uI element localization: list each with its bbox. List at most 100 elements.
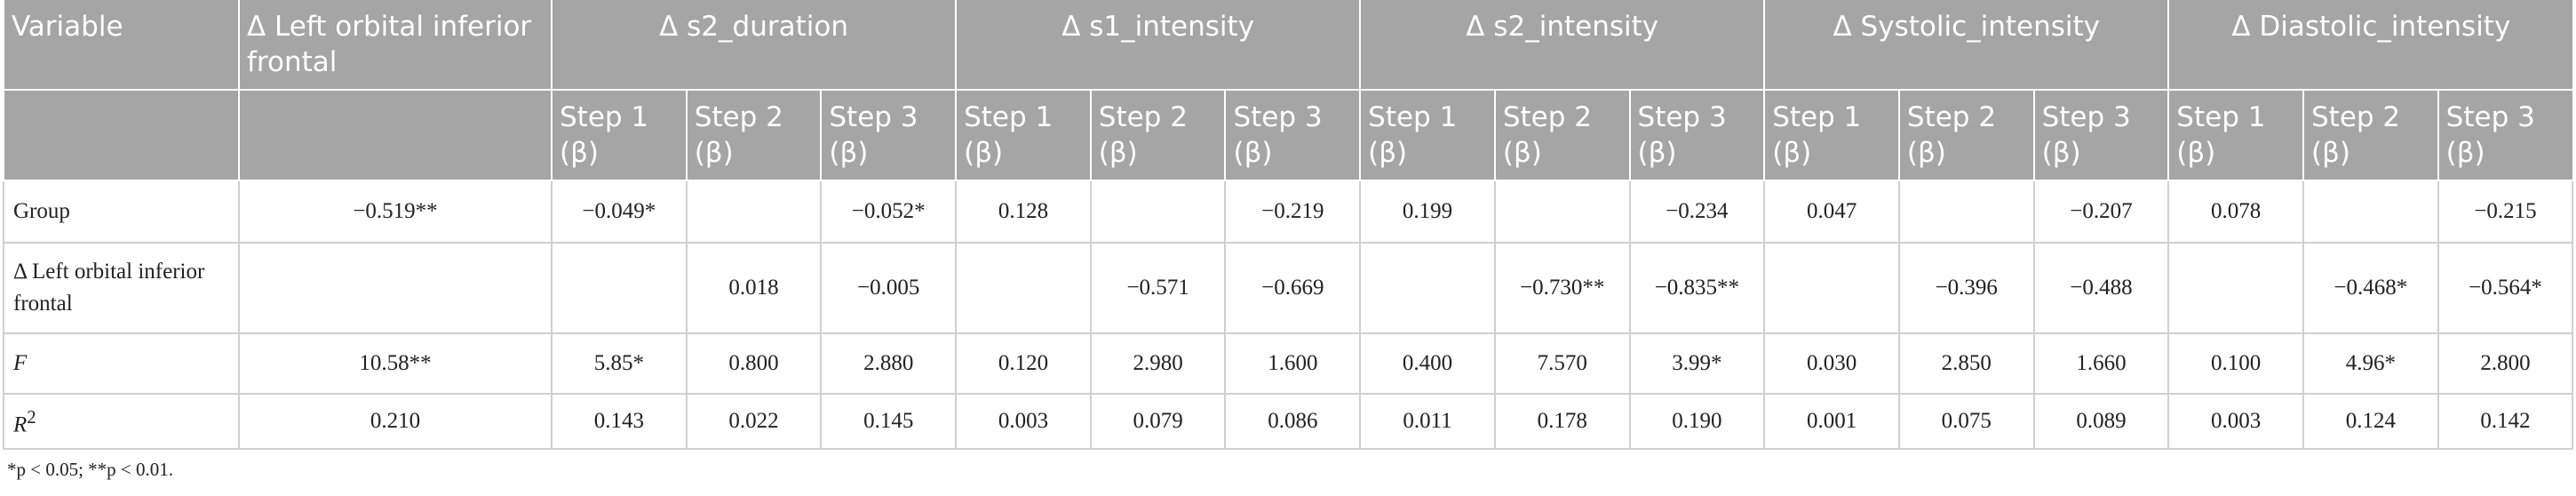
- cell: −0.488: [2032, 242, 2170, 334]
- table-row: Δ Left orbital inferior frontal 0.018 −0.0…: [3, 242, 2574, 334]
- step-header: Step 3 (β): [820, 90, 957, 181]
- cell: [551, 242, 688, 334]
- header-cell: Variable: [3, 0, 239, 91]
- step-header: Step 2 (β): [1089, 90, 1226, 181]
- step-header: Step 3 (β): [2032, 90, 2169, 181]
- cell: 0.018: [685, 242, 823, 334]
- cell: [1493, 180, 1631, 244]
- header-cell: Δ Systolic_intensity: [1763, 0, 2169, 91]
- cell: 0.128: [955, 180, 1092, 244]
- step-header: Step 1 (β): [955, 90, 1091, 181]
- footnote: *p < 0.05; **p < 0.01.: [7, 459, 174, 480]
- cell: [2167, 242, 2304, 334]
- step-header: Step 3 (β): [1628, 90, 1765, 181]
- row-label-text: F: [13, 351, 28, 375]
- cell: 0.199: [1359, 180, 1496, 244]
- step-header: Step 3 (β): [1224, 90, 1361, 181]
- cell: 0.003: [2167, 393, 2304, 450]
- cell: 0.047: [1763, 180, 1900, 244]
- step-header: Step 2 (β): [685, 90, 822, 181]
- cell: −0.835**: [1628, 242, 1766, 334]
- cell: [2302, 180, 2439, 244]
- cell: 10.58**: [238, 332, 553, 395]
- cell: 4.96*: [2302, 332, 2439, 395]
- cell: 2.800: [2437, 332, 2574, 395]
- cell: −0.052*: [820, 180, 958, 244]
- step-header: Step 2 (β): [2302, 90, 2438, 181]
- cell: [1089, 180, 1227, 244]
- step-header: Step 2 (β): [1897, 90, 2034, 181]
- header-row: Step 1 (β) Step 2 (β) Step 3 (β) Step 1 (β)…: [3, 90, 2573, 181]
- step-header: Step 1 (β): [1359, 90, 1495, 181]
- cell: [1359, 242, 1496, 334]
- superscript: 2: [27, 406, 36, 428]
- cell: 0.001: [1763, 393, 1900, 450]
- cell: 0.143: [551, 393, 688, 450]
- row-label-text: Δ Left orbital inferior frontal: [13, 260, 205, 316]
- row-label-text: R: [13, 412, 28, 437]
- cell: 1.600: [1224, 332, 1362, 395]
- cell: 0.124: [2302, 393, 2439, 450]
- header-cell: Δ Left orbital inferior frontal: [238, 0, 552, 91]
- cell: −0.049*: [551, 180, 688, 244]
- header-cell: Δ s2_intensity: [1359, 0, 1765, 91]
- cell: 0.400: [1359, 332, 1496, 395]
- cell: −0.207: [2032, 180, 2170, 244]
- cell: −0.519**: [238, 180, 553, 244]
- cell: 0.178: [1493, 393, 1631, 450]
- cell: [685, 180, 823, 244]
- cell: 2.980: [1089, 332, 1227, 395]
- cell: 0.145: [820, 393, 958, 450]
- step-header: Step 1 (β): [551, 90, 687, 181]
- header-cell: [3, 90, 239, 181]
- row-label: F: [3, 332, 240, 395]
- cell: 0.120: [955, 332, 1092, 395]
- step-header: Step 3 (β): [2437, 90, 2573, 181]
- cell: 5.85*: [551, 332, 688, 395]
- cell: −0.215: [2437, 180, 2574, 244]
- cell: 0.100: [2167, 332, 2304, 395]
- cell: 2.850: [1897, 332, 2035, 395]
- cell: −0.730**: [1493, 242, 1631, 334]
- cell: 0.079: [1089, 393, 1227, 450]
- row-label: R2: [3, 393, 240, 450]
- step-header: Step 1 (β): [1763, 90, 1899, 181]
- step-header: Step 2 (β): [1493, 90, 1630, 181]
- cell: −0.219: [1224, 180, 1362, 244]
- header-row: Variable Δ Left orbital inferior frontal Δ…: [3, 0, 2573, 91]
- cell: −0.571: [1089, 242, 1227, 334]
- cell: −0.396: [1897, 242, 2035, 334]
- row-label-text: Group: [13, 199, 70, 223]
- header-cell: Δ s1_intensity: [955, 0, 1361, 91]
- header-cell: Δ s2_duration: [550, 0, 957, 91]
- cell: 7.570: [1493, 332, 1631, 395]
- cell: −0.669: [1224, 242, 1362, 334]
- row-label: Group: [3, 180, 240, 244]
- cell: [238, 242, 553, 334]
- header-cell: [238, 90, 552, 181]
- cell: 0.011: [1359, 393, 1496, 450]
- cell: 0.142: [2437, 393, 2574, 450]
- cell: 0.078: [2167, 180, 2304, 244]
- cell: 0.075: [1897, 393, 2035, 450]
- cell: [1763, 242, 1900, 334]
- cell: 0.086: [1224, 393, 1362, 450]
- table-row: F 10.58** 5.85* 0.800 2.880 0.120 2.980 1.600 0.…: [3, 332, 2574, 395]
- table-row: R2 0.210 0.143 0.022 0.145 0.003 0.079 0.086 0.0…: [3, 393, 2574, 450]
- cell: 0.800: [685, 332, 823, 395]
- cell: 0.003: [955, 393, 1092, 450]
- cell: 3.99*: [1628, 332, 1766, 395]
- cell: 2.880: [820, 332, 958, 395]
- cell: [955, 242, 1092, 334]
- cell: 0.089: [2032, 393, 2170, 450]
- cell: 0.210: [238, 393, 553, 450]
- cell: 0.022: [685, 393, 823, 450]
- results-table: Variable Δ Left orbital inferior frontal Δ…: [3, 0, 2574, 450]
- header-cell: Δ Diastolic_intensity: [2167, 0, 2573, 91]
- cell: 0.190: [1628, 393, 1766, 450]
- cell: 1.660: [2032, 332, 2170, 395]
- row-label: Δ Left orbital inferior frontal: [3, 242, 240, 334]
- cell: −0.234: [1628, 180, 1766, 244]
- cell: [1897, 180, 2035, 244]
